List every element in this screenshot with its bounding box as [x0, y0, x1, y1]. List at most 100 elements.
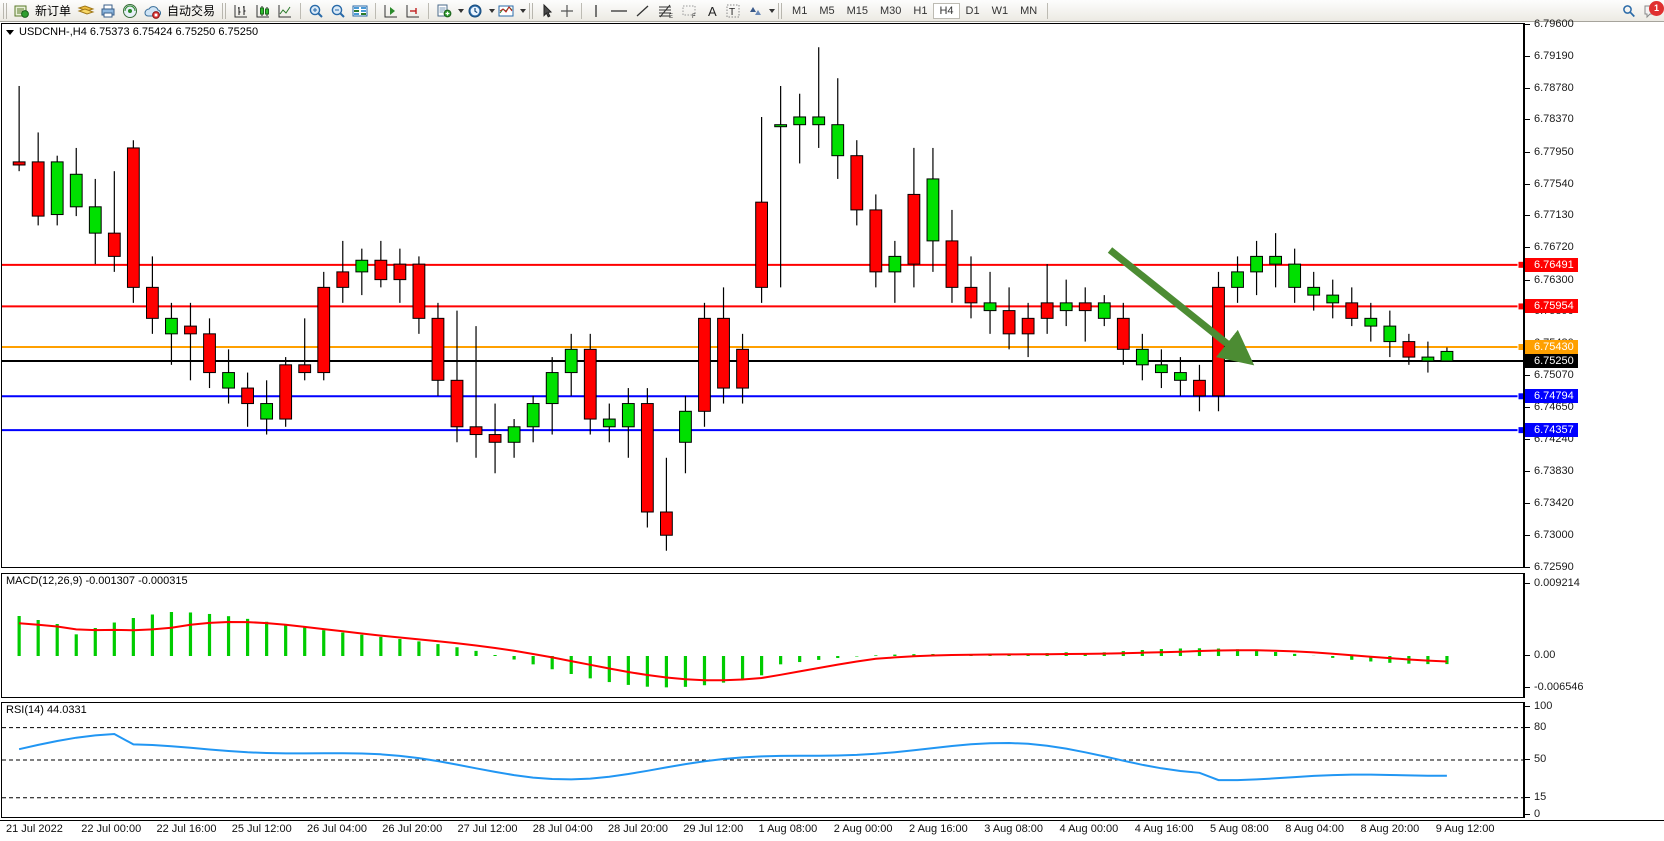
bar-chart-icon[interactable] [230, 1, 252, 21]
auto-scroll-icon[interactable] [380, 1, 402, 21]
horizontal-line-icon[interactable] [606, 1, 632, 21]
templates-icon[interactable] [495, 1, 517, 21]
expert-advisor-icon[interactable] [141, 1, 163, 21]
candlestick-plot [2, 47, 1524, 551]
price-tick: 6.73000 [1525, 529, 1574, 541]
fibonacci-icon[interactable]: E [654, 1, 678, 21]
candle [983, 271, 997, 334]
timeframe-mn[interactable]: MN [1020, 4, 1038, 17]
level-anchor[interactable] [1517, 343, 1524, 352]
candle [241, 372, 254, 427]
price-badge-support-2[interactable]: 6.74357 [1525, 423, 1578, 438]
toolbar-grip[interactable] [3, 2, 8, 19]
time-tick: 4 Aug 16:00 [1134, 823, 1194, 835]
candle [907, 147, 921, 288]
printer-icon[interactable] [97, 1, 119, 21]
candle [831, 78, 845, 179]
macd-tick: 0.00 [1525, 649, 1555, 661]
new-order-icon[interactable] [11, 1, 31, 21]
time-axis[interactable]: 21 Jul 2022 22 Jul 00:00 22 Jul 16:00 25 Ju… [0, 820, 1664, 841]
svg-text:A: A [708, 4, 717, 19]
template-icon[interactable] [75, 1, 97, 21]
candle [850, 140, 864, 226]
period-icon[interactable] [464, 1, 486, 21]
price-tick: 6.74650 [1525, 401, 1574, 413]
price-badge-resistance-2[interactable]: 6.75954 [1525, 299, 1578, 314]
timeframe-w1[interactable]: W1 [991, 4, 1009, 17]
macd-tick: -0.006546 [1525, 681, 1584, 693]
symbol-header[interactable]: USDCNH-,H4 6.75373 6.75424 6.75250 6.752… [6, 26, 259, 38]
candle [621, 388, 635, 458]
arrows-dropdown-icon[interactable] [769, 8, 776, 13]
alert-count-badge: 1 [1649, 0, 1664, 16]
time-tick: 9 Aug 12:00 [1435, 823, 1495, 835]
search-icon[interactable] [1618, 1, 1640, 21]
toolbar-grip-4[interactable] [778, 2, 784, 19]
price-badge-current-price[interactable]: 6.75250 [1525, 353, 1578, 368]
text-label-icon[interactable]: F [678, 1, 702, 21]
macd-tick: 0.009214 [1525, 577, 1580, 589]
broadcast-icon[interactable] [119, 1, 141, 21]
trendline-icon[interactable] [632, 1, 654, 21]
rsi-panel[interactable]: RSI(14) 44.0331 [1, 702, 1524, 818]
timeframe-m15[interactable]: M15 [846, 4, 868, 17]
auto-trading-label[interactable]: 自动交易 [167, 4, 216, 18]
templates-dropdown-icon[interactable] [520, 8, 527, 13]
zoom-in-icon[interactable] [305, 1, 327, 21]
timeframe-m1[interactable]: M1 [792, 4, 808, 17]
price-chart-panel[interactable]: USDCNH-,H4 6.75373 6.75424 6.75250 6.752… [1, 23, 1524, 568]
data-window-icon[interactable] [349, 1, 371, 21]
time-tick: 28 Jul 04:00 [532, 823, 593, 835]
vertical-line-icon[interactable] [586, 1, 606, 21]
timeframe-d1[interactable]: D1 [965, 4, 980, 17]
zoom-out-icon[interactable] [327, 1, 349, 21]
candle [1383, 310, 1397, 358]
add-indicator-icon[interactable] [433, 1, 455, 21]
alerts-icon[interactable]: 1 [1640, 0, 1664, 21]
price-axis[interactable]: 6.79600 6.79190 6.78780 6.78370 6.77950 6.775… [1524, 18, 1664, 573]
candle [1307, 271, 1321, 311]
add-indicator-dropdown-icon[interactable] [458, 8, 465, 13]
text-icon[interactable]: A [702, 1, 722, 21]
toolbar-grip-2[interactable] [222, 2, 228, 19]
candle [317, 271, 331, 381]
time-tick: 28 Jul 20:00 [608, 823, 668, 835]
candle [1135, 333, 1149, 381]
timeframe-h4[interactable]: H4 [933, 2, 960, 19]
level-anchor[interactable] [1517, 426, 1524, 435]
line-chart-icon[interactable] [274, 1, 296, 21]
candlestick-chart-icon[interactable] [252, 1, 274, 21]
timeframe-h1[interactable]: H1 [913, 4, 928, 17]
level-anchor[interactable] [1517, 302, 1524, 311]
price-badge-support-1[interactable]: 6.74794 [1525, 389, 1578, 404]
price-badge-pivot-line[interactable]: 6.75430 [1525, 340, 1578, 354]
rsi-plot [2, 727, 1523, 799]
candle [945, 209, 959, 303]
text-box-icon[interactable]: T [722, 1, 744, 21]
time-tick: 3 Aug 08:00 [984, 823, 1043, 835]
chart-area[interactable]: USDCNH-,H4 6.75373 6.75424 6.75250 6.752… [0, 18, 1664, 841]
arrows-icon[interactable] [744, 1, 766, 21]
cursor-icon[interactable] [537, 1, 557, 21]
price-tick: 6.79190 [1525, 50, 1574, 62]
svg-text:E: E [669, 14, 673, 19]
new-order-label[interactable]: 新订单 [35, 4, 72, 18]
candle [260, 380, 274, 435]
macd-axis[interactable]: 0.009214 0.00 -0.006546 [1524, 573, 1664, 698]
chart-menu-icon[interactable] [6, 29, 14, 35]
level-anchor[interactable] [1517, 260, 1524, 269]
period-dropdown-icon[interactable] [489, 8, 496, 13]
level-anchor[interactable] [1517, 392, 1524, 401]
candle [679, 395, 692, 474]
crosshair-icon[interactable] [557, 1, 577, 21]
chart-shift-icon[interactable] [402, 1, 424, 21]
macd-panel[interactable]: MACD(12,26,9) -0.001307 -0.000315 [1, 573, 1524, 698]
toolbar-separator [300, 2, 302, 19]
rsi-axis[interactable]: 100 80 50 15 0 [1524, 700, 1664, 820]
timeframe-m5[interactable]: M5 [819, 4, 835, 17]
toolbar-grip-3[interactable] [529, 2, 535, 19]
timeframe-m30[interactable]: M30 [880, 4, 902, 17]
price-badge-resistance-1[interactable]: 6.76491 [1525, 257, 1578, 272]
candle [107, 171, 121, 272]
candle [869, 194, 883, 288]
